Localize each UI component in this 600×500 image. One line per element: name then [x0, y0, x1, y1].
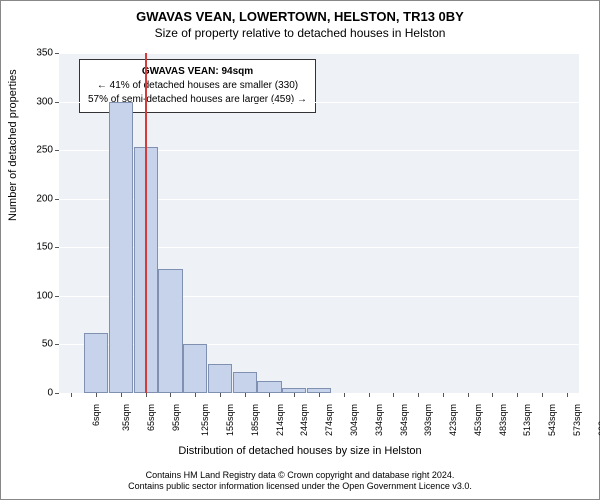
x-tick-label: 602sqm	[597, 404, 600, 436]
x-tick-mark	[369, 393, 370, 397]
x-tick-label: 334sqm	[374, 404, 384, 436]
x-tick-label: 304sqm	[349, 404, 359, 436]
x-tick-label: 125sqm	[200, 404, 210, 436]
x-tick-label: 513sqm	[522, 404, 532, 436]
x-tick-mark	[170, 393, 171, 397]
x-tick-mark	[443, 393, 444, 397]
x-tick-label: 573sqm	[572, 404, 582, 436]
footer-line-2: Contains public sector information licen…	[1, 481, 599, 493]
bar	[158, 269, 182, 393]
x-tick-mark	[517, 393, 518, 397]
y-tick-label: 150	[23, 242, 53, 253]
chart-title-2: Size of property relative to detached ho…	[1, 26, 599, 40]
x-tick-mark	[121, 393, 122, 397]
x-tick-mark	[245, 393, 246, 397]
x-tick-mark	[220, 393, 221, 397]
x-tick-label: 393sqm	[423, 404, 433, 436]
x-tick-label: 185sqm	[250, 404, 260, 436]
x-tick-mark	[195, 393, 196, 397]
x-tick-label: 6sqm	[91, 404, 101, 426]
y-tick-label: 50	[23, 339, 53, 350]
x-tick-mark	[542, 393, 543, 397]
x-tick-mark	[418, 393, 419, 397]
x-tick-label: 364sqm	[399, 404, 409, 436]
chart-container: GWAVAS VEAN, LOWERTOWN, HELSTON, TR13 0B…	[0, 0, 600, 500]
y-tick-label: 0	[23, 388, 53, 399]
y-tick-label: 250	[23, 145, 53, 156]
y-tick-label: 200	[23, 193, 53, 204]
x-tick-label: 244sqm	[300, 404, 310, 436]
x-tick-label: 35sqm	[121, 404, 131, 431]
x-tick-mark	[146, 393, 147, 397]
x-tick-label: 453sqm	[473, 404, 483, 436]
bar	[84, 333, 108, 393]
x-tick-label: 65sqm	[146, 404, 156, 431]
bar	[257, 381, 281, 393]
x-tick-label: 155sqm	[225, 404, 235, 436]
x-tick-label: 274sqm	[324, 404, 334, 436]
x-tick-mark	[319, 393, 320, 397]
x-tick-mark	[393, 393, 394, 397]
bar	[183, 344, 207, 393]
y-tick-label: 300	[23, 96, 53, 107]
x-tick-label: 95sqm	[171, 404, 181, 431]
gridline	[59, 53, 579, 54]
x-tick-label: 423sqm	[448, 404, 458, 436]
info-line-2: ← 41% of detached houses are smaller (33…	[88, 79, 307, 93]
x-tick-mark	[71, 393, 72, 397]
x-tick-mark	[269, 393, 270, 397]
x-tick-mark	[344, 393, 345, 397]
y-tick-mark	[55, 344, 59, 345]
y-tick-mark	[55, 296, 59, 297]
x-tick-mark	[567, 393, 568, 397]
x-tick-mark	[96, 393, 97, 397]
chart-title-1: GWAVAS VEAN, LOWERTOWN, HELSTON, TR13 0B…	[1, 9, 599, 24]
y-tick-mark	[55, 393, 59, 394]
footer: Contains HM Land Registry data © Crown c…	[1, 470, 599, 493]
y-tick-mark	[55, 102, 59, 103]
bar	[109, 102, 133, 393]
y-tick-mark	[55, 53, 59, 54]
x-tick-label: 483sqm	[498, 404, 508, 436]
x-tick-mark	[492, 393, 493, 397]
y-tick-label: 350	[23, 48, 53, 59]
info-line-1: GWAVAS VEAN: 94sqm	[88, 65, 307, 79]
x-tick-label: 214sqm	[275, 404, 285, 436]
x-tick-mark	[468, 393, 469, 397]
x-tick-mark	[294, 393, 295, 397]
plot-area: GWAVAS VEAN: 94sqm ← 41% of detached hou…	[59, 53, 579, 393]
bar	[233, 372, 257, 393]
y-tick-mark	[55, 247, 59, 248]
footer-line-1: Contains HM Land Registry data © Crown c…	[1, 470, 599, 482]
y-axis-label: Number of detached properties	[7, 69, 19, 221]
x-axis-label: Distribution of detached houses by size …	[1, 445, 599, 457]
marker-line	[145, 53, 147, 393]
x-tick-label: 543sqm	[547, 404, 557, 436]
y-tick-mark	[55, 199, 59, 200]
y-tick-label: 100	[23, 290, 53, 301]
y-tick-mark	[55, 150, 59, 151]
bar	[208, 364, 232, 393]
gridline	[59, 102, 579, 103]
